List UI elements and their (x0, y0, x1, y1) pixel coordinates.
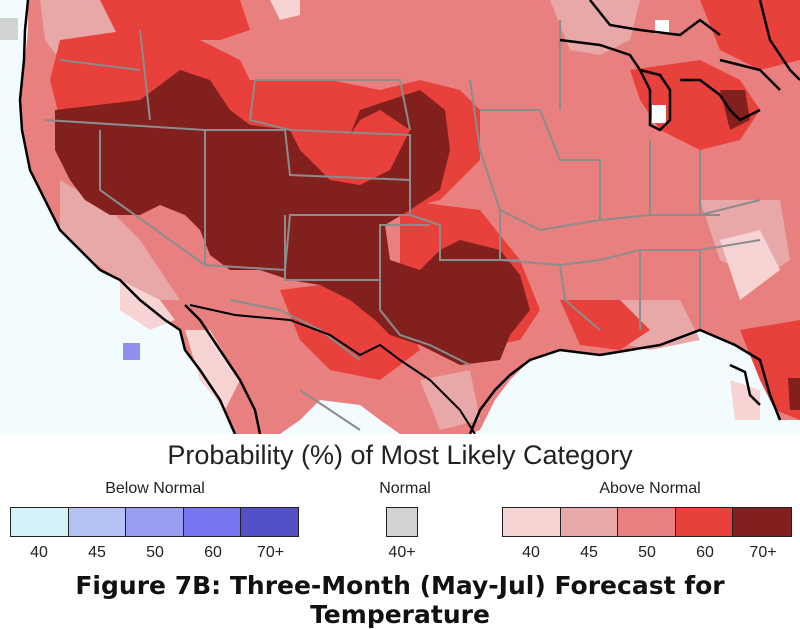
normal-ticks: 40+ (380, 544, 424, 562)
legend: Probability (%) of Most Likely Category … (0, 434, 800, 629)
below-50-swatch (126, 508, 184, 536)
below-60-swatch (183, 508, 242, 536)
above-40-swatch (503, 508, 561, 536)
normal-spot-ocean (0, 18, 18, 40)
above-70-swatch (733, 508, 791, 536)
above-50-swatch (618, 508, 676, 536)
figure-caption: Figure 7B: Three-Month (May-Jul) Forecas… (75, 571, 725, 629)
above-normal-ticks: 40 45 50 60 70+ (502, 544, 792, 562)
above-70-core (55, 70, 530, 365)
below-tick: 50 (146, 544, 164, 561)
above-normal-scale (502, 507, 792, 537)
above-tick: 40 (522, 544, 540, 561)
coastlines (18, 0, 800, 434)
state-boundaries (44, 20, 761, 431)
below-tick: 45 (88, 544, 106, 561)
below-70-swatch (241, 508, 298, 536)
below-tick: 60 (204, 544, 222, 561)
above-45-swatch (560, 508, 619, 536)
above-60-swatch (675, 508, 734, 536)
above-tick: 50 (638, 544, 656, 561)
below-normal-cell (123, 343, 140, 360)
below-45-swatch (68, 508, 127, 536)
below-tick: 40 (30, 544, 48, 561)
normal-scale (386, 507, 418, 537)
temperature-outlook-map (0, 0, 800, 434)
legend-title: Probability (%) of Most Likely Category (167, 440, 633, 470)
above-normal-label: Above Normal (599, 480, 701, 497)
normal-spot (655, 20, 669, 34)
normal-40-swatch (387, 508, 417, 536)
above-tick: 60 (696, 544, 714, 561)
below-normal-ticks: 40 45 50 60 70+ (10, 544, 299, 562)
below-normal-scale (10, 507, 299, 537)
us-mexico-border (189, 304, 476, 434)
above-tick: 70+ (749, 544, 777, 561)
lake-spot (652, 105, 666, 123)
above-70-florida (788, 378, 800, 410)
below-40-swatch (11, 508, 69, 536)
above-tick: 45 (580, 544, 598, 561)
normal-label: Normal (379, 480, 431, 497)
normal-tick: 40+ (388, 544, 416, 561)
below-normal-label: Below Normal (105, 480, 205, 497)
below-tick: 70+ (256, 544, 285, 561)
